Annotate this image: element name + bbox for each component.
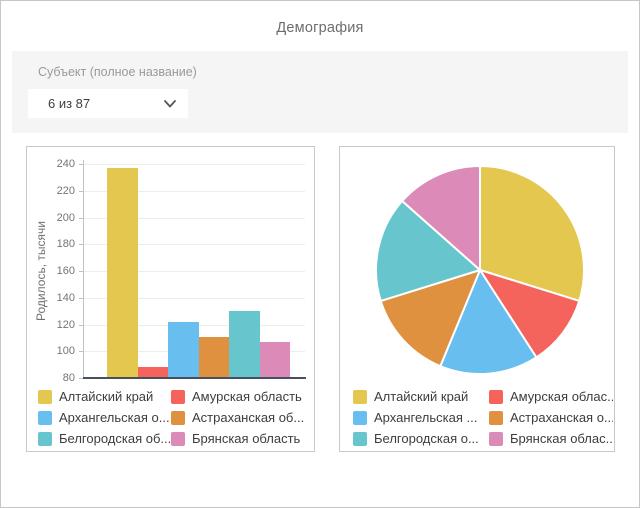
- legend-label: Брянская область: [192, 431, 301, 446]
- bar-4[interactable]: [198, 336, 229, 378]
- legend-item: Астраханская об...: [171, 407, 313, 428]
- subject-filter-dropdown[interactable]: 6 из 87: [28, 89, 188, 118]
- legend-marker: [353, 389, 367, 404]
- pie-slice-2[interactable]: [479, 269, 581, 359]
- legend-marker: [38, 431, 52, 446]
- bar-2[interactable]: [137, 367, 168, 378]
- legend-marker: [171, 410, 185, 425]
- legend-item: Алтайский край: [353, 386, 489, 407]
- bar-6[interactable]: [259, 341, 290, 378]
- page-title: Демография: [276, 20, 364, 36]
- y-tick-label: 120: [56, 318, 75, 331]
- gridline: [84, 271, 305, 272]
- bar-3[interactable]: [168, 321, 199, 378]
- pie-slice-5[interactable]: [375, 200, 481, 302]
- x-axis-line: [83, 377, 306, 379]
- legend-marker: [353, 431, 367, 446]
- legend-item: Брянская область: [171, 428, 313, 449]
- legend-label: Алтайский край: [374, 389, 469, 404]
- legend-label: Архангельская ...: [374, 410, 478, 425]
- y-tick-mark: [79, 378, 83, 379]
- y-tick-mark: [79, 190, 83, 192]
- chevron-down-icon: [164, 99, 176, 108]
- y-tick-label: 80: [62, 372, 75, 384]
- pie-chart-card: Алтайский край Амурская облас... Архангель…: [339, 146, 615, 452]
- legend-marker: [38, 410, 52, 425]
- y-tick-label: 200: [56, 211, 75, 224]
- y-tick-label: 160: [56, 265, 75, 277]
- y-tick-mark: [79, 271, 83, 272]
- legend-item: Брянская облас...: [489, 428, 613, 449]
- legend-item: Астраханская о...: [489, 407, 613, 428]
- legend-item: Белгородская об...: [38, 428, 171, 449]
- legend-marker: [171, 431, 185, 446]
- legend-marker: [489, 389, 503, 404]
- legend-item: Белгородская о...: [353, 428, 489, 449]
- bar-chart: [79, 164, 305, 379]
- y-tick-mark: [79, 351, 83, 353]
- legend-label: Архангельская о...: [59, 410, 170, 425]
- gridline: [84, 217, 305, 219]
- y-tick-mark: [79, 244, 83, 246]
- y-tick-label: 140: [56, 291, 75, 304]
- legend-label: Белгородская об...: [59, 431, 171, 446]
- pie-chart: [375, 165, 585, 375]
- y-tick-label: 240: [56, 158, 75, 170]
- bar-chart-legend: Алтайский край Амурская область Архангельс…: [27, 386, 313, 449]
- legend-item: Алтайский край: [38, 386, 171, 407]
- pie-slice-1[interactable]: [479, 165, 585, 302]
- y-tick-mark: [79, 324, 83, 326]
- bar-chart-card: Родилось, тысячи 240 220 200 180 160 140 120 10…: [26, 146, 315, 452]
- y-tick-label: 180: [56, 238, 75, 251]
- legend-marker: [171, 389, 185, 404]
- bar-1[interactable]: [107, 168, 138, 378]
- legend-item: Амурская область: [171, 386, 313, 407]
- y-tick-mark: [79, 164, 83, 165]
- gridline: [84, 297, 305, 299]
- pie-chart-legend: Алтайский край Амурская облас... Архангель…: [340, 386, 613, 449]
- y-tick-mark: [79, 297, 83, 299]
- gridline: [84, 244, 305, 246]
- legend-item: Архангельская ...: [353, 407, 489, 428]
- legend-marker: [489, 431, 503, 446]
- legend-marker: [38, 389, 52, 404]
- subject-filter-label: Субъект (полное название): [38, 65, 197, 79]
- legend-label: Белгородская о...: [374, 431, 479, 446]
- legend-label: Амурская облас...: [510, 389, 613, 404]
- legend-label: Астраханская о...: [510, 410, 613, 425]
- legend-label: Брянская облас...: [510, 431, 613, 446]
- gridline: [84, 190, 305, 192]
- y-tick-label: 220: [56, 184, 75, 197]
- y-tick-mark: [79, 217, 83, 219]
- y-axis-tick-labels: 240 220 200 180 160 140 120 100 80: [27, 158, 79, 384]
- y-tick-label: 100: [56, 345, 75, 358]
- filter-panel: Субъект (полное название) 6 из 87: [12, 51, 628, 133]
- legend-marker: [489, 410, 503, 425]
- legend-item: Амурская облас...: [489, 386, 613, 407]
- subject-filter-value: 6 из 87: [48, 96, 91, 111]
- legend-marker: [353, 410, 367, 425]
- legend-item: Архангельская о...: [38, 407, 171, 428]
- pie-slice-3[interactable]: [439, 269, 538, 375]
- bar-5[interactable]: [229, 311, 260, 378]
- legend-label: Астраханская об...: [192, 410, 305, 425]
- pie-slice-6[interactable]: [401, 165, 481, 271]
- legend-label: Амурская область: [192, 389, 302, 404]
- y-axis-line: [83, 160, 84, 378]
- legend-label: Алтайский край: [59, 389, 154, 404]
- gridline: [84, 164, 305, 165]
